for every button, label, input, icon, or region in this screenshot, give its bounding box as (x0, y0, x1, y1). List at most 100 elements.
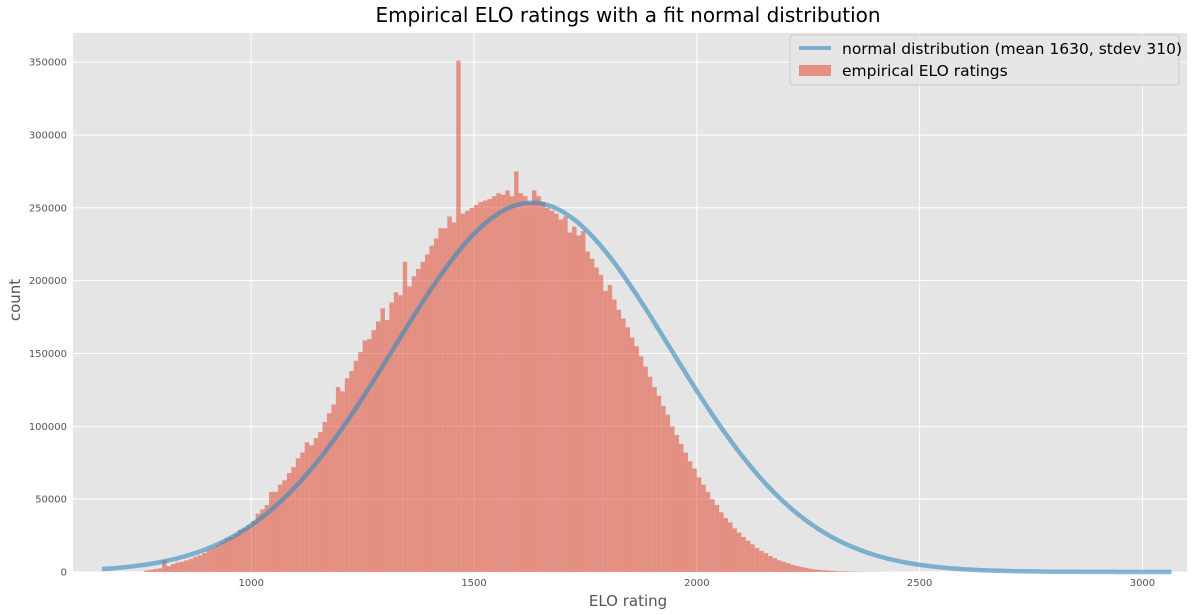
histogram-bar (794, 565, 800, 572)
histogram-bar (554, 213, 559, 573)
histogram-bar (362, 340, 368, 572)
x-tick-label: 3000 (1130, 578, 1155, 589)
histogram-bar (536, 196, 541, 573)
histogram-bar (291, 467, 296, 572)
histogram-bar (286, 472, 292, 572)
y-tick-label: 300000 (29, 130, 67, 141)
histogram-bar (420, 261, 426, 572)
histogram-bar (518, 193, 524, 573)
histogram-bar (812, 569, 818, 572)
histogram-bar (309, 445, 314, 572)
histogram-bar (465, 210, 470, 573)
histogram-bar (523, 196, 528, 573)
histogram-bar (358, 352, 363, 572)
histogram-bar (634, 346, 639, 572)
histogram-bar (318, 432, 323, 572)
fit-line-layer (101, 200, 1172, 575)
histogram-bar (331, 404, 336, 572)
histogram-bar (603, 290, 608, 572)
histogram-bar (438, 228, 443, 573)
histogram-bar (558, 219, 564, 573)
histogram-bar (416, 268, 421, 572)
histogram-bar (340, 391, 345, 572)
x-tick-label: 2500 (907, 578, 932, 589)
histogram-bar (732, 528, 737, 572)
y-tick-label: 0 (61, 568, 67, 579)
histogram-bar (474, 204, 479, 573)
histogram-bar (509, 196, 515, 573)
histogram-bar (589, 258, 595, 572)
histogram-bar (487, 199, 492, 573)
histogram-bar (220, 542, 225, 572)
normal-fit-line (101, 200, 1172, 575)
histogram-bar (763, 553, 769, 572)
y-axis-label: count (6, 279, 24, 321)
x-tick-label: 2000 (684, 578, 709, 589)
histogram-bar (295, 458, 301, 572)
histogram-bar (826, 570, 831, 572)
legend-label-normal: normal distribution (mean 1630, stdev 31… (842, 40, 1182, 58)
histogram-bar (228, 537, 234, 572)
histogram-bar (768, 555, 773, 572)
histogram-bar (433, 238, 439, 572)
histogram-bar (376, 321, 381, 572)
histogram-bar (242, 528, 247, 572)
histogram-bar (402, 261, 408, 572)
histogram-bar (656, 395, 662, 572)
histogram-bar (224, 538, 229, 572)
histogram-bar (367, 338, 372, 572)
histogram-bar (260, 509, 265, 572)
histogram-bar (621, 318, 626, 572)
histogram-bar (803, 567, 809, 572)
histogram-bar (665, 414, 671, 572)
histogram-bar (781, 561, 786, 572)
histogram-bar (442, 228, 448, 573)
histogram-bar (505, 190, 510, 573)
histogram-bar (696, 477, 702, 572)
histogram-bar (834, 571, 840, 572)
histogram-bars (144, 60, 934, 573)
histogram-bar (215, 545, 221, 572)
histogram-bar (683, 452, 688, 572)
histogram-bar (371, 330, 377, 572)
histogram-bar (251, 521, 256, 572)
histogram-bar (166, 566, 172, 572)
histogram-bar (625, 327, 630, 572)
histogram-bar (830, 570, 835, 572)
histogram-bar (679, 443, 684, 572)
histogram-bar (843, 571, 849, 572)
histogram-bar (754, 547, 760, 572)
histogram-bar (144, 570, 149, 572)
histogram-bar (719, 512, 724, 572)
histogram-bar (384, 319, 390, 572)
histogram-bar (687, 461, 693, 572)
histogram-bar (750, 544, 755, 572)
histogram-bar (594, 267, 599, 572)
legend-bar-swatch (799, 65, 831, 76)
histogram-bar (500, 194, 506, 572)
y-tick-label: 100000 (29, 422, 67, 433)
histogram-bar (171, 563, 176, 572)
histogram-bar (389, 302, 394, 572)
histogram-bar (451, 222, 457, 573)
y-tick-label: 200000 (29, 276, 67, 287)
histogram-bar (567, 232, 573, 572)
chart-title: Empirical ELO ratings with a fit normal … (375, 3, 880, 27)
histogram-bar (233, 534, 238, 572)
histogram-bar (407, 286, 412, 572)
histogram-bar (411, 276, 417, 572)
histogram-bar (300, 452, 305, 572)
x-tick-label: 1000 (239, 578, 264, 589)
histogram-bar (496, 193, 501, 573)
histogram-bar (674, 435, 680, 572)
histogram-bar (429, 245, 434, 572)
histogram-bar (153, 569, 158, 572)
histogram-bar (184, 560, 189, 572)
histogram-bar (322, 421, 327, 572)
histogram-bar (563, 216, 568, 573)
x-tick-label: 1500 (461, 578, 486, 589)
legend-box (789, 34, 1180, 86)
histogram-bar (692, 468, 697, 572)
histogram-bar (549, 210, 555, 573)
histogram-bar (313, 437, 319, 572)
